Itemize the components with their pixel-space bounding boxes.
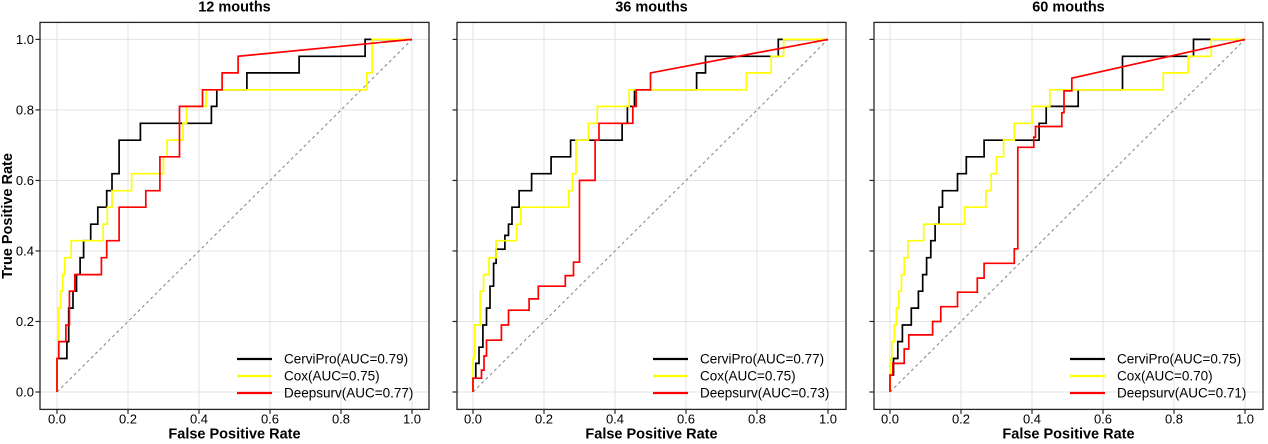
legend-item-cox: Cox(AUC=0.75) <box>237 369 380 384</box>
x-tick-label: 1.0 <box>403 412 421 427</box>
y-tick-label: 1.0 <box>16 32 34 47</box>
panel-border <box>39 21 430 411</box>
y-tick-label: 0.0 <box>16 385 34 400</box>
legend-item-cervipro: CerviPro(AUC=0.79) <box>237 352 408 367</box>
reference-diagonal-line <box>889 39 1246 393</box>
deepsurv-roc-curve <box>472 38 829 392</box>
legend-item-deepsurv: Deepsurv(AUC=0.73) <box>653 386 829 401</box>
cox-roc-curve <box>889 38 1245 392</box>
legend-item-deepsurv: Deepsurv(AUC=0.71) <box>1070 386 1246 401</box>
cox-roc-curve <box>56 38 412 392</box>
y-tick-label: 0.6 <box>16 173 34 188</box>
x-tick-label: 1.0 <box>1236 412 1254 427</box>
legend-label: Deepsurv(AUC=0.71) <box>1117 386 1246 401</box>
x-tick-label: 0.0 <box>464 412 482 427</box>
x-tick-label: 0.8 <box>1165 412 1183 427</box>
y-tick-label: 0.8 <box>16 102 34 117</box>
x-tick-label: 0.0 <box>881 412 899 427</box>
reference-diagonal-line <box>56 39 413 393</box>
deepsurv-roc-curve <box>56 38 413 392</box>
y-tick-label: 0.2 <box>16 314 34 329</box>
x-tick-label: 0.2 <box>952 412 970 427</box>
legend-label: Cox(AUC=0.75) <box>284 369 380 384</box>
reference-diagonal-line <box>472 39 829 393</box>
legend-label: CerviPro(AUC=0.79) <box>284 352 408 367</box>
roc-panel-12-mouths: 0.0 0.0 0.2 0.2 0.4 0.4 0.6 0.6 0.8 0.8 1.0 1.0 12 m… <box>0 0 430 443</box>
panel-title: 60 mouths <box>1032 0 1105 16</box>
roc-panel-60-mouths: 0.0 0.2 0.4 0.6 0.8 1.0 60 mouths False Positiv… <box>869 0 1264 443</box>
x-axis-title: False Positive Rate <box>585 427 717 443</box>
legend-label: Cox(AUC=0.75) <box>700 369 796 384</box>
x-tick-label: 0.4 <box>606 412 624 427</box>
x-tick-label: 0.2 <box>535 412 553 427</box>
legend-item-deepsurv: Deepsurv(AUC=0.77) <box>237 386 413 401</box>
x-tick-label: 0.4 <box>190 412 208 427</box>
panel-title: 36 mouths <box>615 0 688 16</box>
x-tick-label: 0.4 <box>1023 412 1041 427</box>
legend-label: CerviPro(AUC=0.75) <box>1117 352 1241 367</box>
x-tick-label: 1.0 <box>819 412 837 427</box>
legend-label: CerviPro(AUC=0.77) <box>700 352 824 367</box>
panel-border <box>873 21 1264 411</box>
x-tick-label: 0.0 <box>48 412 66 427</box>
x-tick-label: 0.8 <box>332 412 350 427</box>
legend-label: Deepsurv(AUC=0.73) <box>700 386 829 401</box>
deepsurv-roc-curve <box>889 38 1246 392</box>
x-tick-label: 0.2 <box>119 412 137 427</box>
panel-title: 12 mouths <box>198 0 271 16</box>
x-axis-title: False Positive Rate <box>168 427 300 443</box>
y-axis-title: True Positive Rate <box>0 153 16 279</box>
roc-panel-36-mouths: 0.0 0.2 0.4 0.6 0.8 1.0 36 mouths False Positiv… <box>452 0 847 443</box>
panel-border <box>456 21 847 411</box>
legend-item-cox: Cox(AUC=0.75) <box>653 369 796 384</box>
legend-label: Cox(AUC=0.70) <box>1117 369 1213 384</box>
legend-item-cervipro: CerviPro(AUC=0.75) <box>1070 352 1241 367</box>
x-tick-label: 0.8 <box>748 412 766 427</box>
legend-item-cox: Cox(AUC=0.70) <box>1070 369 1213 384</box>
x-tick-label: 0.6 <box>677 412 695 427</box>
legend-item-cervipro: CerviPro(AUC=0.77) <box>653 352 824 367</box>
x-axis-title: False Positive Rate <box>1002 427 1134 443</box>
cox-roc-curve <box>472 38 828 392</box>
y-tick-label: 0.4 <box>16 243 34 258</box>
x-tick-label: 0.6 <box>261 412 279 427</box>
legend-label: Deepsurv(AUC=0.77) <box>284 386 413 401</box>
x-tick-label: 0.6 <box>1094 412 1112 427</box>
